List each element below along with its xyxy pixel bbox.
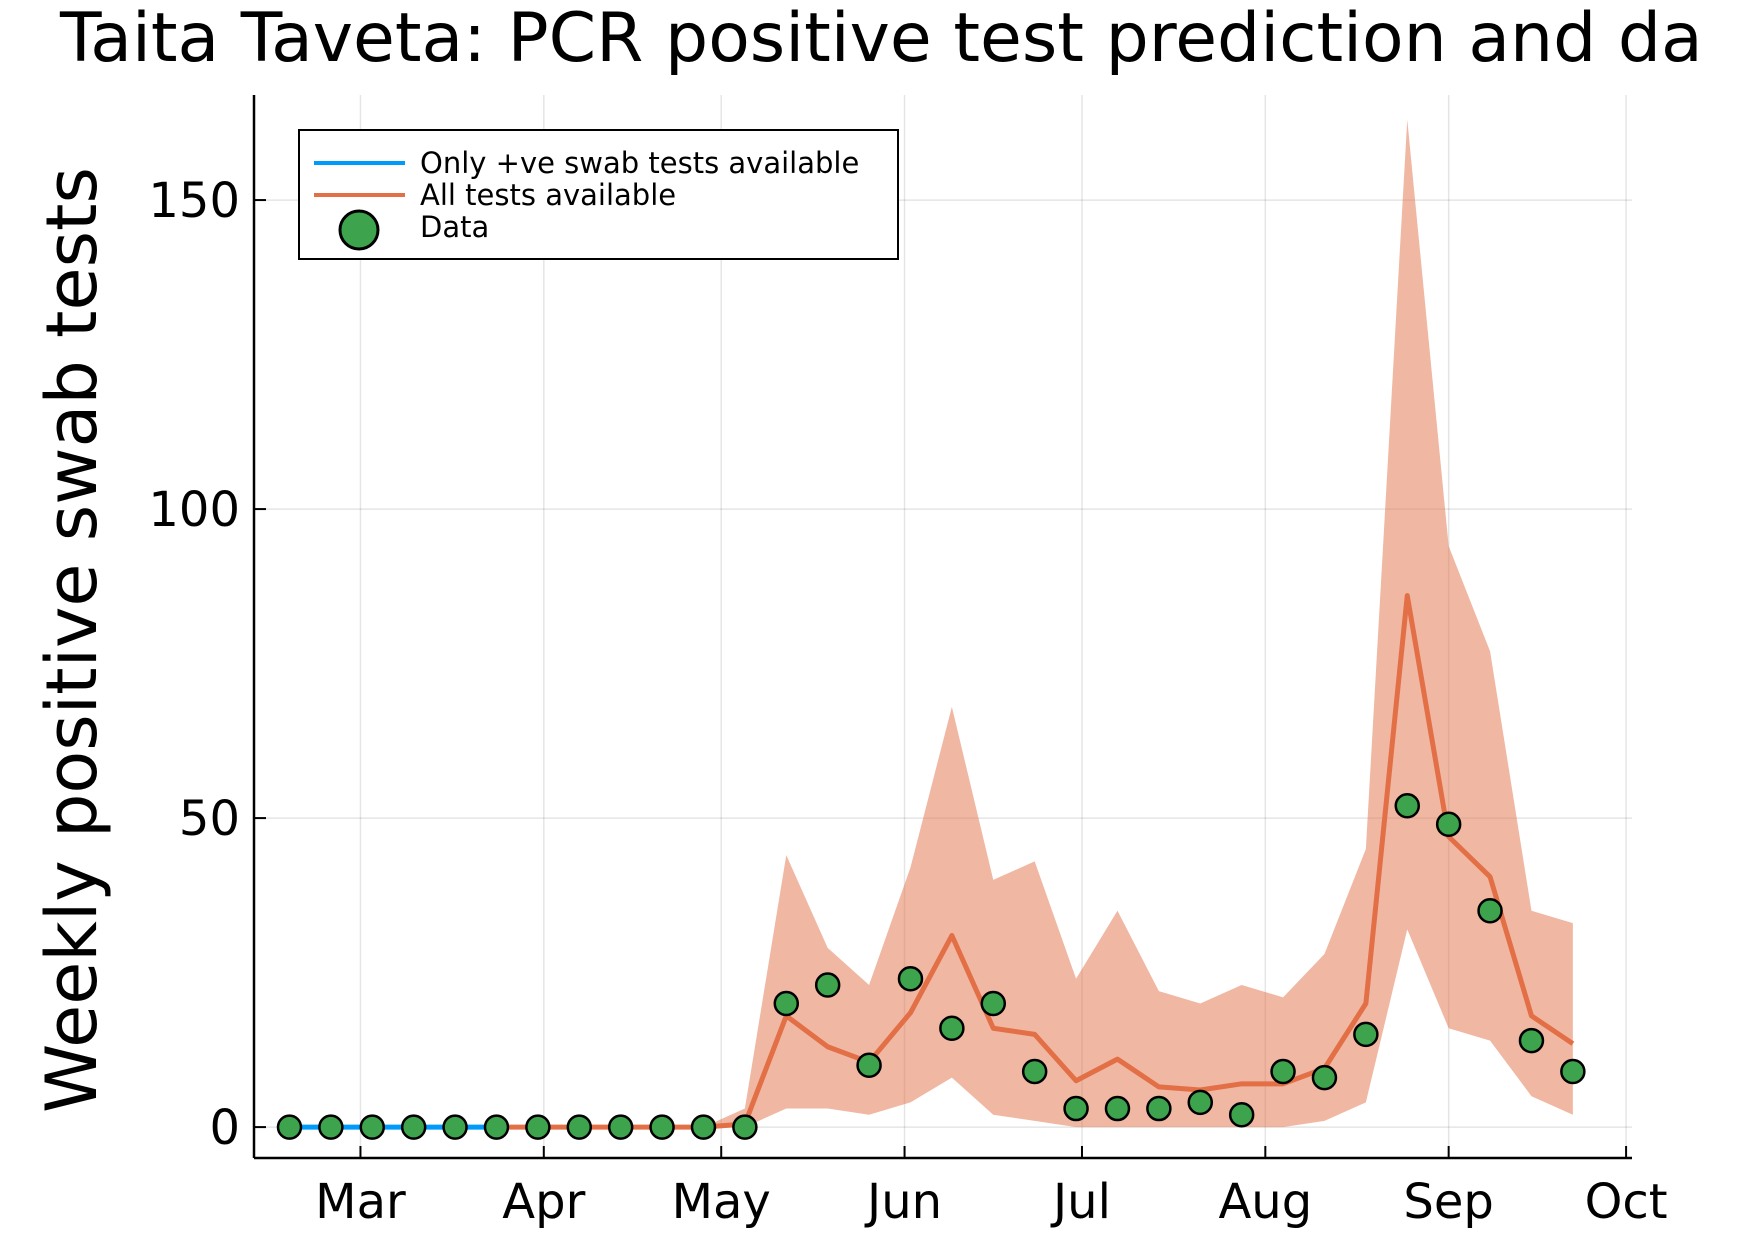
data-point: [773, 990, 800, 1017]
x-tick-label: Mar: [315, 1174, 406, 1230]
data-point: [566, 1114, 593, 1140]
data-point: [483, 1114, 510, 1140]
legend-label: All tests available: [420, 178, 676, 212]
data-point: [1063, 1095, 1089, 1122]
data-point: [1187, 1089, 1214, 1116]
data-point: [980, 990, 1007, 1017]
data-point: [359, 1114, 386, 1140]
data-point: [649, 1114, 675, 1140]
data-point: [442, 1114, 468, 1140]
x-tick-label: Jul: [1050, 1174, 1111, 1230]
data-point: [1021, 1058, 1048, 1085]
data-point: [607, 1114, 634, 1140]
data-point: [525, 1114, 551, 1140]
data-point: [897, 966, 924, 992]
x-tick-label: Apr: [502, 1174, 585, 1230]
data-point: [1270, 1058, 1296, 1085]
data-point: [939, 1015, 965, 1041]
confidence-band: [496, 119, 1573, 1128]
confidence-band-area: [496, 119, 1573, 1128]
legend-label: Data: [420, 210, 489, 244]
data-point: [400, 1114, 427, 1140]
y-axis-label: Weekly positive swab tests: [31, 167, 113, 1113]
data-points: [276, 792, 1586, 1140]
data-point: [732, 1114, 758, 1140]
data-point: [276, 1114, 303, 1140]
x-tick-label: Sep: [1403, 1174, 1493, 1230]
data-point: [318, 1114, 344, 1140]
data-point: [1435, 811, 1462, 838]
data-point: [856, 1052, 882, 1079]
data-point: [1353, 1021, 1379, 1048]
x-tick-label: Aug: [1218, 1174, 1312, 1230]
y-tick-label: 0: [209, 1100, 240, 1156]
legend-marker: [338, 209, 380, 251]
x-tick-label: Jun: [864, 1174, 942, 1230]
data-point: [1228, 1101, 1255, 1128]
data-point: [1394, 792, 1421, 819]
chart-title: Taita Taveta: PCR positive test predicti…: [59, 0, 1703, 78]
data-point: [814, 972, 841, 998]
data-point: [1518, 1027, 1545, 1054]
data-point: [1477, 898, 1503, 924]
x-tick-label: Oct: [1585, 1174, 1668, 1230]
data-point: [1104, 1095, 1131, 1122]
data-point: [1146, 1095, 1172, 1122]
data-point: [1560, 1058, 1586, 1085]
legend-label: Only +ve swab tests available: [420, 146, 859, 180]
y-tick-label: 100: [148, 482, 240, 538]
axes: Mar Apr May Jun Jul Aug Sep Oct 0 50 100 150: [148, 95, 1668, 1230]
y-tick-label: 50: [179, 791, 240, 847]
y-tick-label: 150: [148, 173, 240, 229]
data-point: [690, 1114, 717, 1140]
series-line: [496, 593, 1575, 1130]
data-point: [1311, 1064, 1338, 1091]
x-tick-label: May: [672, 1174, 771, 1230]
